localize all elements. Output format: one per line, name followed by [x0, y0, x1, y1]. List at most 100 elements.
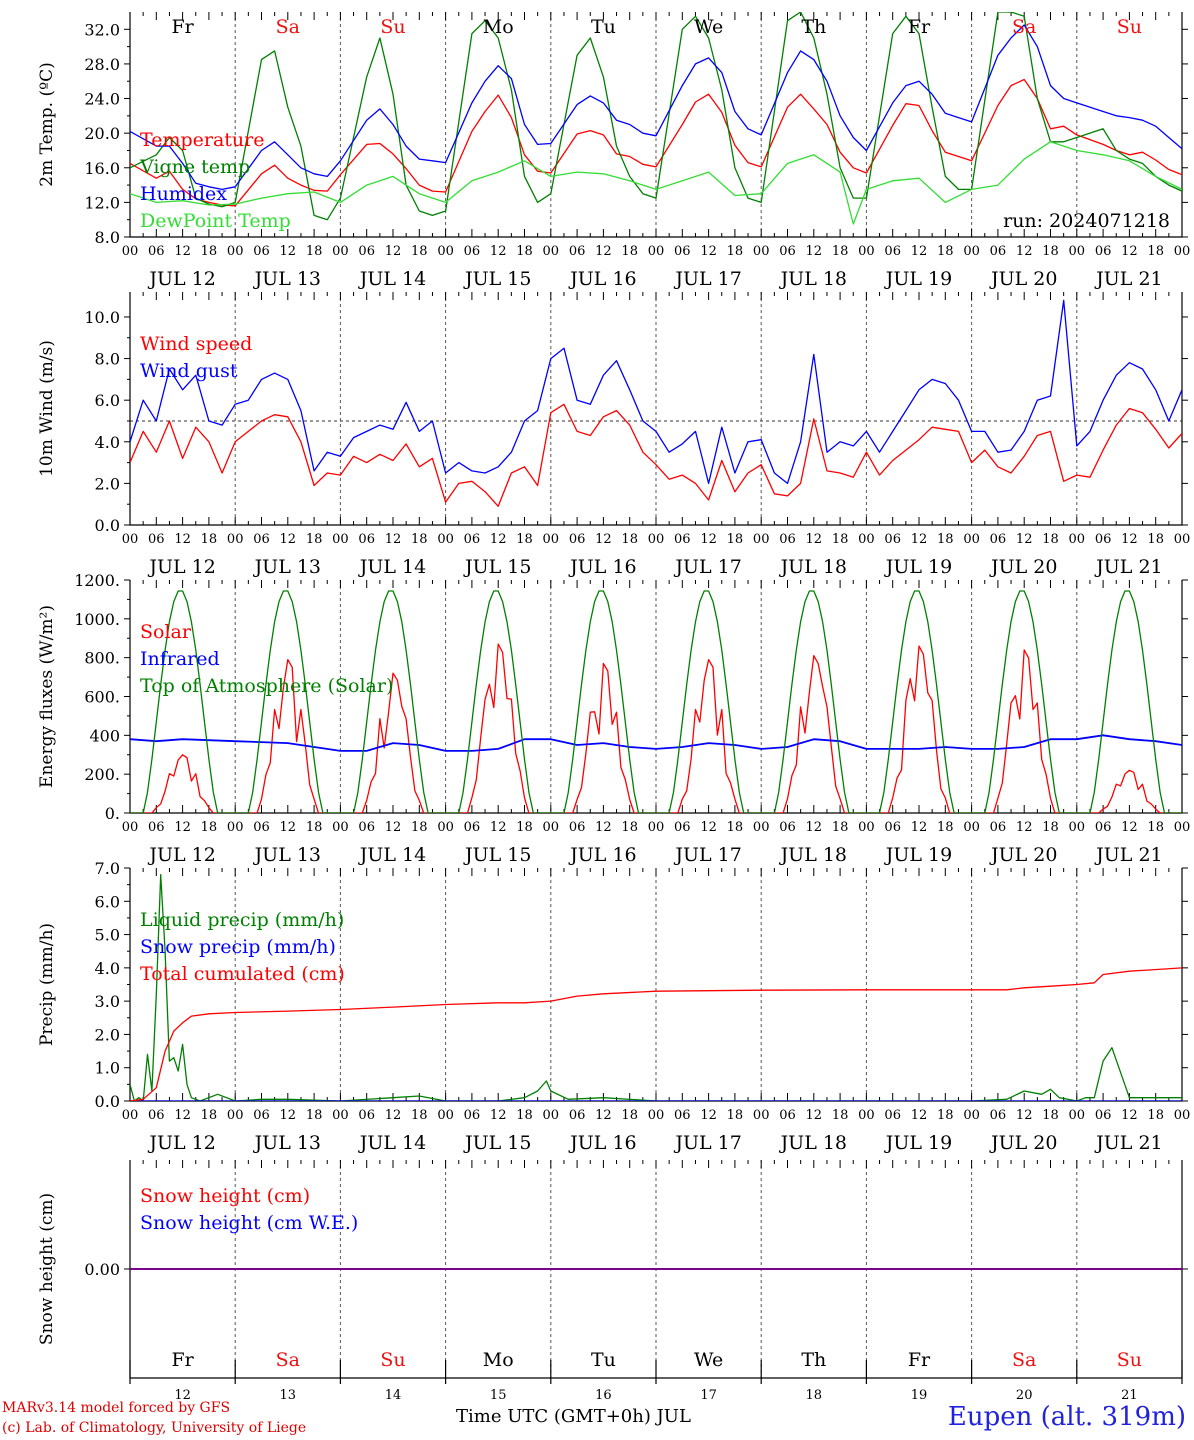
- legend-vigne-temp: Vigne temp: [139, 156, 250, 178]
- hour-tick-label: 06: [253, 244, 270, 259]
- hour-tick-label: 06: [148, 244, 165, 259]
- y-tick-label: 6.0: [95, 892, 120, 911]
- legend-wind-gust: Wind gust: [140, 360, 238, 382]
- hour-tick-label: 12: [911, 820, 928, 835]
- hour-tick-label: 06: [674, 244, 691, 259]
- hour-tick-label: 18: [201, 820, 218, 835]
- y-axis-label: 10m Wind (m/s): [37, 340, 57, 477]
- hour-tick-label: 00: [332, 1108, 349, 1123]
- date-label: JUL 19: [884, 1132, 952, 1154]
- weekday-label: Su: [1117, 1349, 1142, 1371]
- hour-tick-label: 12: [1121, 244, 1138, 259]
- hour-tick-label: 18: [1147, 820, 1164, 835]
- hour-tick-label: 18: [411, 244, 428, 259]
- hour-tick-label: 00: [858, 532, 875, 547]
- series-dewpoint-temp: [130, 141, 1182, 225]
- hour-tick-label: 06: [569, 532, 586, 547]
- y-tick-label: 8.0: [95, 350, 120, 369]
- date-label: JUL 14: [358, 268, 426, 290]
- series-liquid-precip-mm-h-: [130, 874, 1182, 1101]
- legend-snow-height-cm-w-e-: Snow height (cm W.E.): [140, 1212, 358, 1234]
- hour-tick-label: 06: [358, 1108, 375, 1123]
- date-label: JUL 13: [253, 844, 321, 866]
- hour-tick-label: 12: [595, 820, 612, 835]
- hour-tick-label: 06: [990, 1108, 1007, 1123]
- hour-tick-label: 18: [937, 532, 954, 547]
- date-label: JUL 17: [673, 268, 741, 290]
- hour-tick-label: 12: [280, 1108, 297, 1123]
- hour-tick-label: 06: [253, 820, 270, 835]
- date-label: JUL 15: [463, 844, 531, 866]
- day-number-label: 14: [385, 1388, 402, 1403]
- hour-tick-label: 06: [569, 820, 586, 835]
- hour-tick-label: 18: [621, 532, 638, 547]
- hour-tick-label: 06: [148, 820, 165, 835]
- hour-tick-label: 12: [700, 820, 717, 835]
- hour-tick-label: 00: [122, 244, 139, 259]
- hour-tick-label: 00: [122, 1108, 139, 1123]
- hour-tick-label: 00: [227, 532, 244, 547]
- hour-tick-label: 00: [648, 1108, 665, 1123]
- date-label: JUL 17: [673, 1132, 741, 1154]
- date-label: JUL 20: [989, 556, 1057, 578]
- hour-tick-label: 18: [1042, 1108, 1059, 1123]
- hour-tick-label: 12: [1016, 532, 1033, 547]
- hour-tick-label: 00: [648, 820, 665, 835]
- plot-area-energy: [130, 590, 1182, 813]
- panel-precip: 0.0 1.0 2.0 3.0 4.0 5.0 6.0 7.0 Precip (mm/h) 00 0…: [37, 859, 1190, 1154]
- date-label: JUL 12: [147, 556, 215, 578]
- y-tick-label: 400: [89, 726, 120, 745]
- hour-tick-label: 12: [1016, 1108, 1033, 1123]
- y-tick-label: 3.0: [95, 992, 120, 1011]
- hour-tick-label: 06: [253, 532, 270, 547]
- hour-tick-label: 18: [937, 1108, 954, 1123]
- hour-tick-label: 00: [963, 820, 980, 835]
- hour-tick-label: 00: [963, 1108, 980, 1123]
- hour-tick-label: 00: [543, 532, 560, 547]
- legend-top-of-atmosphere-solar-: Top of Atmosphere (Solar): [140, 675, 393, 697]
- hour-tick-label: 06: [358, 820, 375, 835]
- hour-tick-label: 18: [937, 820, 954, 835]
- weekday-label: Fr: [908, 16, 931, 38]
- hour-tick-label: 06: [148, 532, 165, 547]
- hour-tick-label: 12: [595, 1108, 612, 1123]
- hour-tick-label: 06: [990, 244, 1007, 259]
- panel-wind: 0.0 2.0 4.0 6.0 8.0 10.0 10m Wind (m/s) 00 06 12 1…: [37, 292, 1190, 578]
- series-solar: [130, 643, 1182, 813]
- hour-tick-label: 12: [174, 532, 191, 547]
- series-humidex: [130, 24, 1182, 191]
- hour-tick-label: 18: [727, 244, 744, 259]
- hour-tick-label: 06: [884, 1108, 901, 1123]
- hour-tick-label: 00: [1069, 244, 1086, 259]
- hour-tick-label: 12: [700, 532, 717, 547]
- hour-tick-label: 12: [595, 532, 612, 547]
- legend-wind-speed: Wind speed: [140, 333, 252, 355]
- hour-tick-label: 00: [753, 532, 770, 547]
- hour-tick-label: 06: [464, 532, 481, 547]
- hour-tick-label: 18: [1042, 532, 1059, 547]
- date-label: JUL 14: [358, 844, 426, 866]
- weekday-label: Sa: [1012, 16, 1036, 38]
- date-label: JUL 20: [989, 844, 1057, 866]
- day-number-label: 18: [806, 1388, 823, 1403]
- day-number-label: 21: [1121, 1388, 1138, 1403]
- y-tick-label: 7.0: [95, 859, 120, 878]
- hour-tick-label: 00: [227, 820, 244, 835]
- hour-tick-label: 00: [227, 1108, 244, 1123]
- hour-tick-label: 18: [621, 244, 638, 259]
- hour-tick-label: 18: [201, 1108, 218, 1123]
- date-label: JUL 18: [779, 556, 847, 578]
- hour-tick-label: 12: [490, 532, 507, 547]
- hour-tick-label: 06: [464, 1108, 481, 1123]
- weekday-label: Su: [380, 1349, 405, 1371]
- date-label: JUL 17: [673, 556, 741, 578]
- hour-tick-label: 06: [779, 244, 796, 259]
- hour-tick-label: 12: [806, 820, 823, 835]
- hour-tick-label: 00: [437, 244, 454, 259]
- hour-tick-label: 12: [490, 820, 507, 835]
- weekday-label: Mo: [483, 1349, 514, 1371]
- hour-tick-label: 12: [174, 820, 191, 835]
- weekday-label: Fr: [171, 16, 194, 38]
- series-top-of-atmosphere-solar-: [130, 590, 1182, 813]
